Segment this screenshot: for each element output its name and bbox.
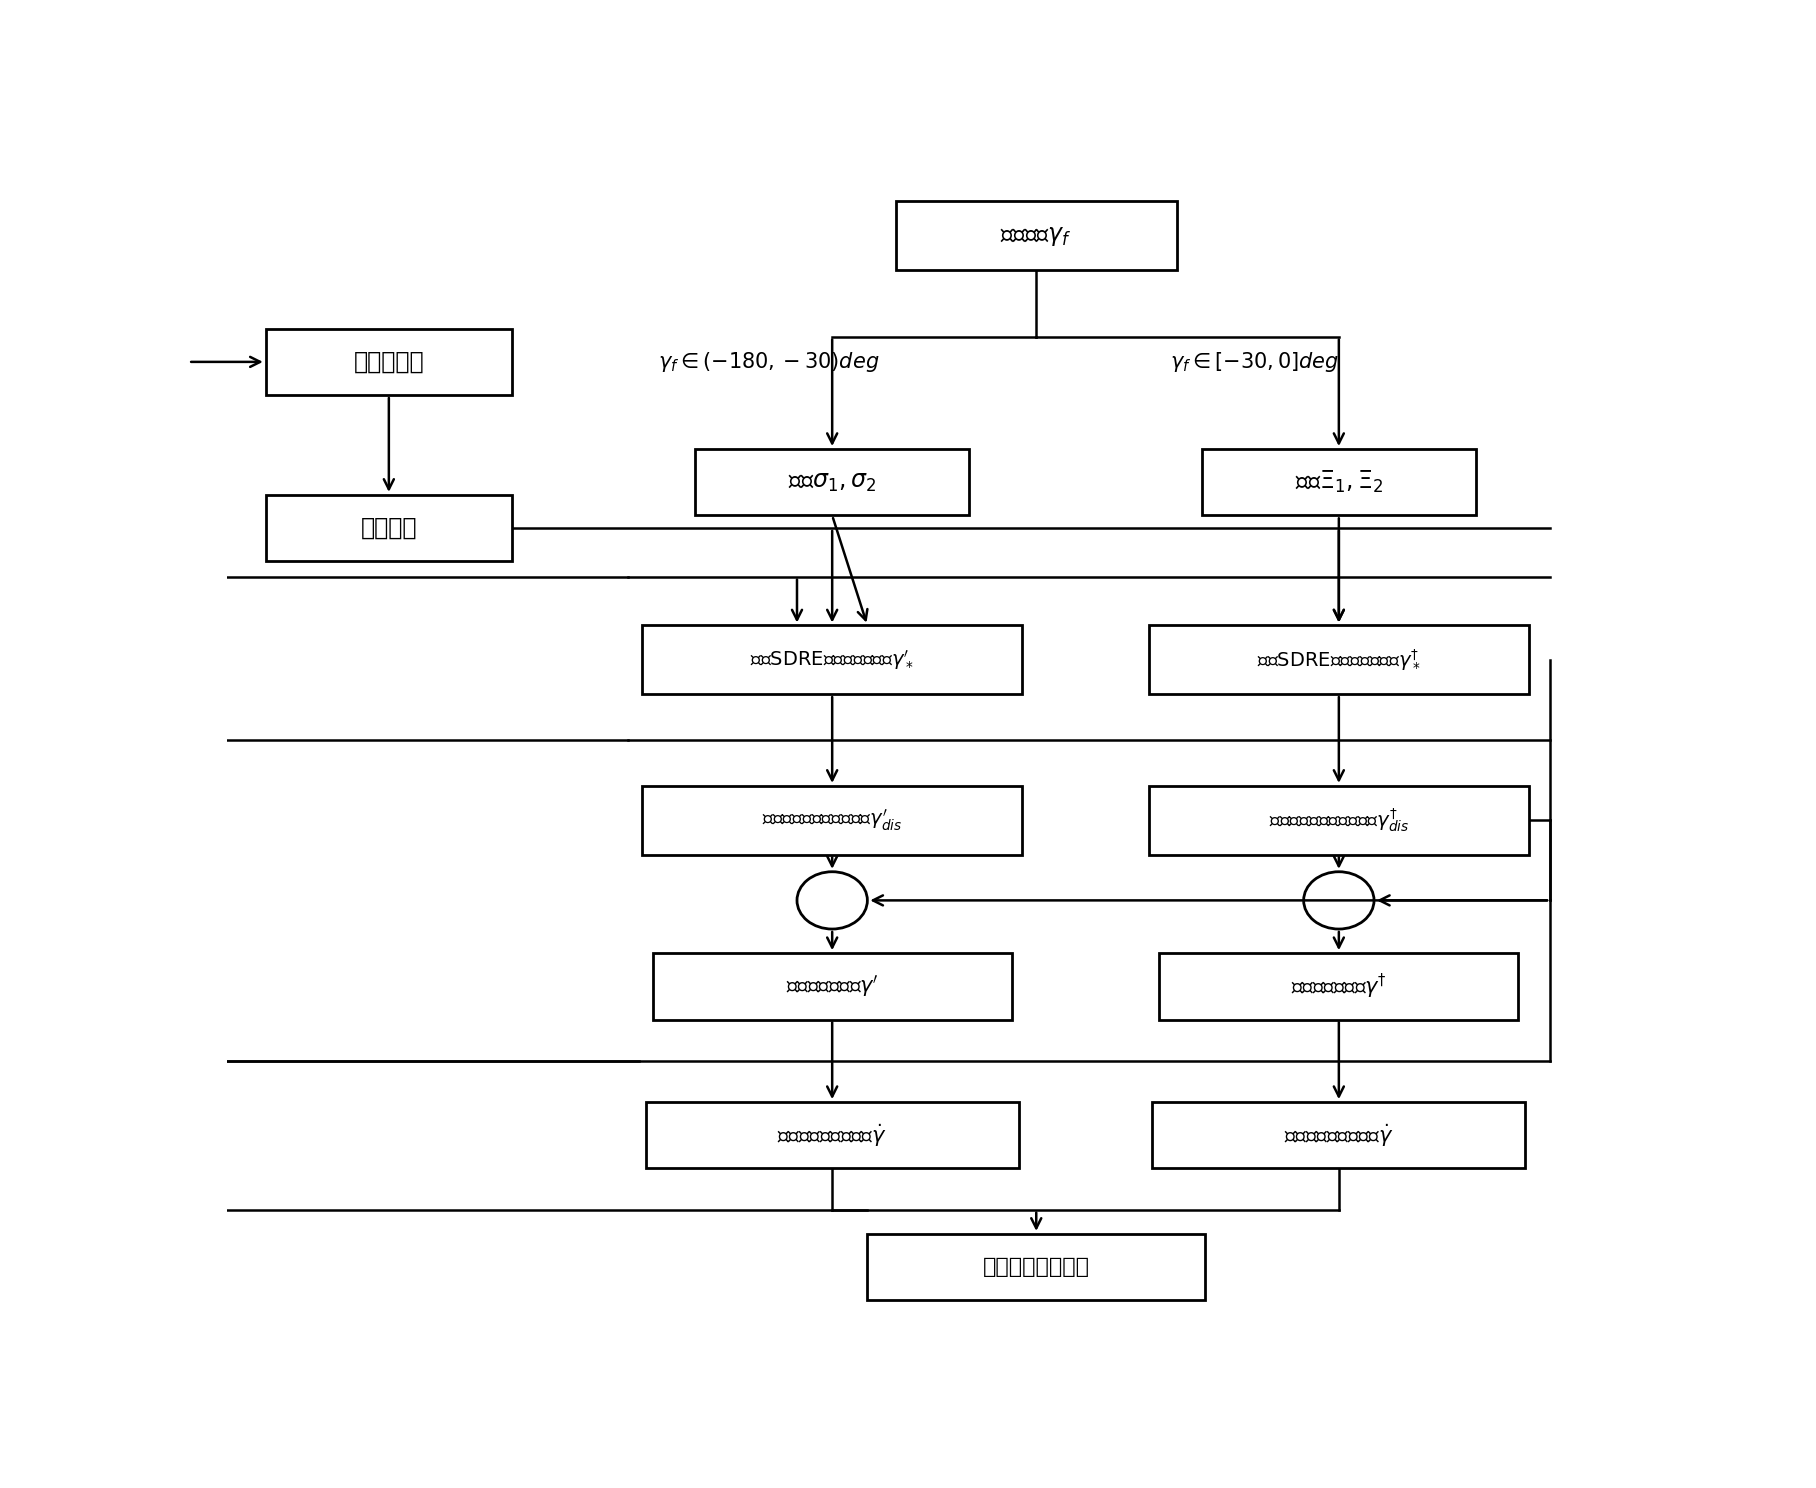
FancyBboxPatch shape [265, 496, 512, 561]
FancyBboxPatch shape [643, 625, 1022, 693]
FancyBboxPatch shape [1202, 449, 1476, 515]
Text: 得到辅助控制量$\gamma^{\dagger}$: 得到辅助控制量$\gamma^{\dagger}$ [1291, 972, 1387, 1001]
FancyBboxPatch shape [1153, 1103, 1525, 1168]
Text: $\gamma_f\in[-30,0]$deg: $\gamma_f\in[-30,0]$deg [1170, 350, 1338, 373]
Text: 飞行器模型: 飞行器模型 [354, 350, 425, 373]
Circle shape [1304, 872, 1375, 929]
FancyBboxPatch shape [895, 201, 1177, 271]
Text: $\gamma_f\in(-180,-30)$deg: $\gamma_f\in(-180,-30)$deg [657, 350, 879, 373]
FancyBboxPatch shape [1159, 954, 1518, 1019]
Circle shape [797, 872, 868, 929]
Text: 求解SDRE得到标称控制律$\gamma_*^{\dagger}$: 求解SDRE得到标称控制律$\gamma_*^{\dagger}$ [1257, 647, 1420, 673]
Text: 得到辅助控制量$\gamma^{\prime}$: 得到辅助控制量$\gamma^{\prime}$ [786, 973, 879, 1000]
Text: 设计$\sigma_1,\sigma_2$: 设计$\sigma_1,\sigma_2$ [788, 470, 877, 494]
Text: 得到肘域辅助控制量$\dot{\gamma}$: 得到肘域辅助控制量$\dot{\gamma}$ [1284, 1122, 1393, 1149]
FancyBboxPatch shape [265, 329, 512, 396]
Text: 求解得到积分滑模控制律$\gamma_{dis}^{\dagger}$: 求解得到积分滑模控制律$\gamma_{dis}^{\dagger}$ [1269, 806, 1409, 835]
Text: 即时快态: 即时快态 [361, 516, 418, 540]
FancyBboxPatch shape [1150, 625, 1529, 693]
Text: 得到时域辅助控制量$\dot{\gamma}$: 得到时域辅助控制量$\dot{\gamma}$ [777, 1122, 886, 1149]
FancyBboxPatch shape [652, 954, 1012, 1019]
Text: 期望末角$\gamma_f$: 期望末角$\gamma_f$ [1001, 223, 1071, 248]
FancyBboxPatch shape [868, 1234, 1206, 1301]
Text: 设计$\Xi_1,\Xi_2$: 设计$\Xi_1,\Xi_2$ [1295, 469, 1384, 496]
Text: 制导指令（攻角）: 制导指令（攻角） [982, 1257, 1090, 1277]
FancyBboxPatch shape [1150, 786, 1529, 854]
FancyBboxPatch shape [696, 449, 970, 515]
Text: 求解SDRE得到标称控制律$\gamma_*^{\prime}$: 求解SDRE得到标称控制律$\gamma_*^{\prime}$ [750, 649, 913, 671]
FancyBboxPatch shape [643, 786, 1022, 854]
FancyBboxPatch shape [646, 1103, 1019, 1168]
Text: 求解得到积分滑模控制律$\gamma_{dis}^{\prime}$: 求解得到积分滑模控制律$\gamma_{dis}^{\prime}$ [763, 808, 903, 833]
